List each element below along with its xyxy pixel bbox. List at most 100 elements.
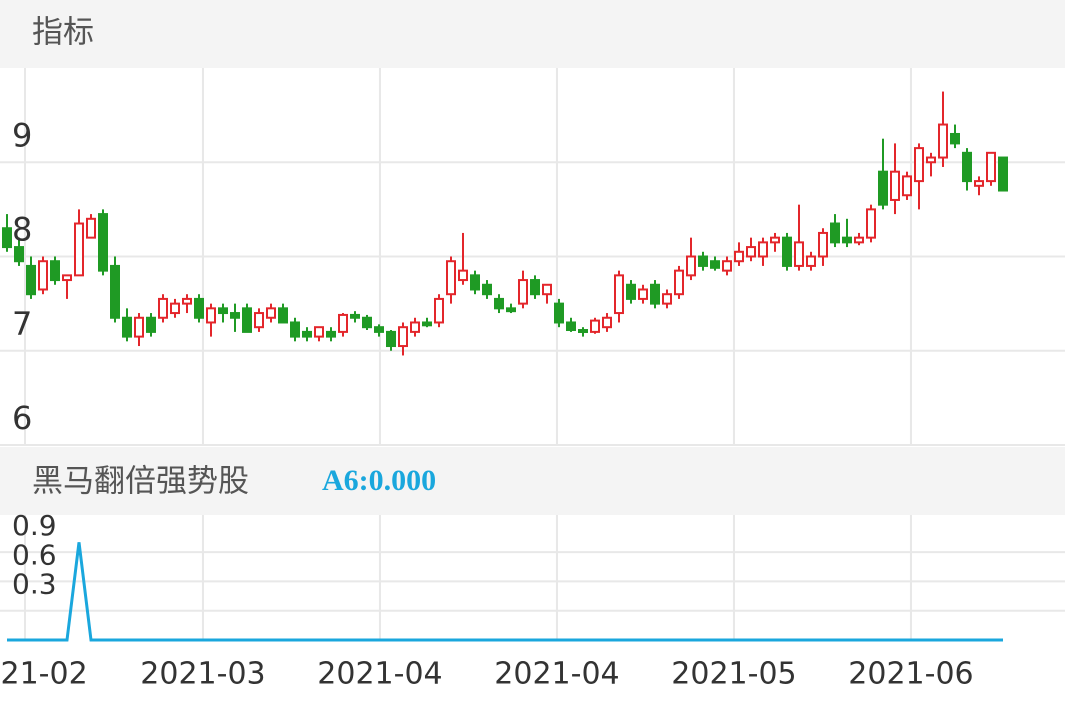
candle-body xyxy=(2,227,12,249)
candle-body xyxy=(818,231,828,258)
candle-body xyxy=(146,316,156,333)
candle-body xyxy=(170,302,180,315)
candle-body xyxy=(422,321,432,327)
candle-body xyxy=(122,316,132,338)
candle-body xyxy=(554,302,564,324)
candle-body xyxy=(830,222,840,244)
candle-body xyxy=(290,321,300,338)
header-bar xyxy=(0,0,1065,68)
candle-body xyxy=(26,264,36,296)
candle-body xyxy=(530,279,540,296)
indicator-title: 黑马翻倍强势股 xyxy=(32,464,249,500)
y-tick-label: 0.6 xyxy=(12,538,57,571)
candle-body xyxy=(398,326,408,348)
candle-body xyxy=(950,132,960,145)
candle-body xyxy=(482,283,492,296)
candle-body xyxy=(974,180,984,187)
candle-body xyxy=(266,307,276,319)
candle-body xyxy=(374,326,384,333)
candle-body xyxy=(194,297,204,319)
candle-body xyxy=(806,255,816,267)
indicator-value: A6:0.000 xyxy=(322,464,436,497)
candle-body xyxy=(866,208,876,239)
candle-body xyxy=(542,283,552,296)
y-tick-label: 7 xyxy=(12,305,32,343)
y-tick-label: 6 xyxy=(12,399,32,437)
candle-body xyxy=(698,255,708,267)
candle-body xyxy=(926,156,936,164)
candle-body xyxy=(362,316,372,329)
y-tick-label: 0.9 xyxy=(12,509,57,542)
candle-body xyxy=(626,283,636,300)
x-tick-label: 2021-05 xyxy=(671,657,796,692)
y-tick-label: 9 xyxy=(12,116,32,154)
candle-body xyxy=(338,313,348,333)
y-tick-label: 0.3 xyxy=(12,568,57,601)
candle-body xyxy=(38,260,48,291)
candle-body xyxy=(458,269,468,282)
candle-body xyxy=(638,288,648,300)
candle-body xyxy=(602,316,612,329)
candle-body xyxy=(770,236,780,244)
candle-body xyxy=(518,279,528,305)
candle-body xyxy=(218,307,228,315)
candle-body xyxy=(326,330,336,338)
candle-body xyxy=(494,297,504,310)
candle-body xyxy=(674,269,684,296)
candle-body xyxy=(134,316,144,338)
candle-body xyxy=(50,260,60,282)
candle-body xyxy=(878,170,888,206)
candle-body xyxy=(794,241,804,267)
candle-body xyxy=(686,255,696,277)
candle-body xyxy=(758,241,768,258)
x-tick-label: 2021-04 xyxy=(494,657,619,692)
candle-body xyxy=(14,246,24,263)
candle-body xyxy=(566,321,576,332)
candle-body xyxy=(182,297,192,305)
x-tick-label: 2021-06 xyxy=(848,657,973,692)
candle-body xyxy=(734,250,744,263)
candle-body xyxy=(506,307,516,313)
grid xyxy=(0,68,1065,640)
candle-body xyxy=(842,236,852,244)
x-tick-label: 2021-03 xyxy=(140,657,265,692)
candle-body xyxy=(470,274,480,291)
candle-body xyxy=(578,329,588,334)
indicator-line xyxy=(7,542,1003,642)
candle-body xyxy=(746,246,756,258)
marks xyxy=(2,91,1008,642)
candle-body xyxy=(650,283,660,305)
labels: 6 7 8 9 0.30.60.9 2021-02 2021-03 2021-04 2021-0… xyxy=(0,116,974,691)
candle-body xyxy=(206,307,216,324)
candle-body xyxy=(74,222,84,277)
candle-body xyxy=(434,297,444,324)
candle-body xyxy=(302,330,312,338)
candle-body xyxy=(998,156,1008,192)
candle-body xyxy=(230,312,240,319)
candle-body xyxy=(242,307,252,333)
candle-body xyxy=(902,175,912,197)
candle-body xyxy=(710,260,720,269)
candle-body xyxy=(446,260,456,296)
candle-body xyxy=(254,312,264,329)
candle-body xyxy=(590,319,600,333)
candle-body xyxy=(278,307,288,324)
candle-body xyxy=(62,274,72,282)
candle-body xyxy=(986,151,996,183)
candle-body xyxy=(158,297,168,319)
candle-body xyxy=(662,293,672,305)
candle-body xyxy=(350,313,360,319)
candle-body xyxy=(614,274,624,315)
candle-body xyxy=(782,236,792,267)
candle-body xyxy=(854,236,864,244)
candle-body xyxy=(890,170,900,201)
candle-body xyxy=(914,147,924,183)
candle-body xyxy=(314,326,324,338)
candle-body xyxy=(86,217,96,239)
y-tick-label: 8 xyxy=(12,211,32,249)
candle-body xyxy=(962,151,972,183)
candle-body xyxy=(722,260,732,272)
x-tick-label: 2021-04 xyxy=(317,657,442,692)
